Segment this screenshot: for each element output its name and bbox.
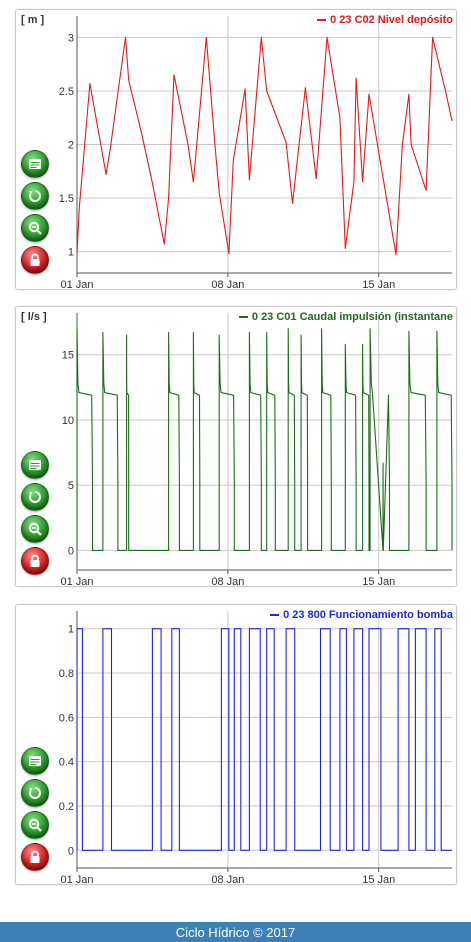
y-tick-label: 0.6 (59, 712, 74, 724)
reset-zoom-button[interactable] (21, 779, 49, 807)
csv-export-button[interactable] (21, 451, 49, 479)
y-tick-label: 0.8 (59, 668, 74, 680)
x-tick-label: 01 Jan (60, 576, 93, 586)
legend-label: 0 23 C02 Nivel depósito (330, 14, 453, 26)
chart-toolbar (21, 747, 51, 875)
y-tick-label: 0.4 (59, 757, 74, 769)
x-tick-label: 15 Jan (362, 279, 395, 289)
y-tick-label: 15 (62, 350, 74, 362)
csv-export-button[interactable] (21, 747, 49, 775)
footer: Ciclo Hídrico © 2017 (0, 922, 471, 942)
x-tick-label: 15 Jan (362, 874, 395, 884)
x-tick-label: 01 Jan (60, 279, 93, 289)
y-tick-label: 1.5 (59, 193, 74, 205)
y-tick-label: 0 (68, 845, 74, 857)
chart-panel-bomba: 0 0.2 0.4 0.6 0.8 1 01 Jan 08 Jan 15 Jan 0 23 80… (15, 604, 457, 885)
zoom-out-button[interactable] (21, 214, 49, 242)
legend-swatch (270, 614, 280, 616)
chart-panel-caudal: 0 5 10 15 01 Jan 08 Jan 15 Jan [ l/s ] 0 23 C0… (15, 306, 457, 587)
lock-button[interactable] (21, 246, 49, 274)
chart-toolbar (21, 150, 51, 278)
footer-text: Ciclo Hídrico © 2017 (175, 924, 296, 940)
reset-zoom-button[interactable] (21, 483, 49, 511)
y-tick-label: 0.2 (59, 801, 74, 813)
chart-bomba-svg[interactable]: 0 0.2 0.4 0.6 0.8 1 01 Jan 08 Jan 15 Jan (16, 605, 456, 884)
y-tick-label: 3 (68, 32, 74, 44)
chart-nivel-svg[interactable]: 1 1.5 2 2.5 3 01 Jan 08 Jan 15 Jan (16, 10, 456, 289)
lock-button[interactable] (21, 843, 49, 871)
y-tick-label: 2.5 (59, 86, 74, 98)
y-tick-label: 1 (68, 624, 74, 636)
legend[interactable]: 0 23 800 Funcionamiento bomba (270, 609, 453, 621)
y-tick-label: 2 (68, 140, 74, 152)
chart-caudal-svg[interactable]: 0 5 10 15 01 Jan 08 Jan 15 Jan (16, 307, 456, 586)
unit-label: [ l/s ] (21, 311, 47, 323)
unit-label: [ m ] (21, 14, 45, 26)
legend[interactable]: 0 23 C02 Nivel depósito (317, 14, 453, 26)
chart-toolbar (21, 451, 51, 579)
csv-export-button[interactable] (21, 150, 49, 178)
reset-zoom-button[interactable] (21, 182, 49, 210)
chart-panel-nivel: 1 1.5 2 2.5 3 01 Jan 08 Jan 15 Jan [ m ] 0 23 C… (15, 9, 457, 290)
legend-label: 0 23 800 Funcionamiento bomba (283, 609, 453, 621)
series-line (76, 328, 453, 551)
legend-swatch (317, 19, 327, 21)
zoom-out-button[interactable] (21, 515, 49, 543)
x-tick-label: 08 Jan (211, 279, 244, 289)
y-tick-label: 0 (68, 545, 74, 557)
legend-label: 0 23 C01 Caudal impulsión (instantane (251, 311, 453, 323)
x-tick-label: 08 Jan (211, 576, 244, 586)
legend-swatch (238, 316, 248, 318)
lock-button[interactable] (21, 547, 49, 575)
zoom-out-button[interactable] (21, 811, 49, 839)
y-tick-label: 1 (68, 247, 74, 259)
legend[interactable]: 0 23 C01 Caudal impulsión (instantane (238, 311, 453, 323)
series-line (76, 628, 452, 851)
series-line (76, 36, 453, 256)
x-tick-label: 15 Jan (362, 576, 395, 586)
y-tick-label: 5 (68, 480, 74, 492)
x-tick-label: 08 Jan (211, 874, 244, 884)
x-tick-label: 01 Jan (60, 874, 93, 884)
y-tick-label: 10 (62, 415, 74, 427)
